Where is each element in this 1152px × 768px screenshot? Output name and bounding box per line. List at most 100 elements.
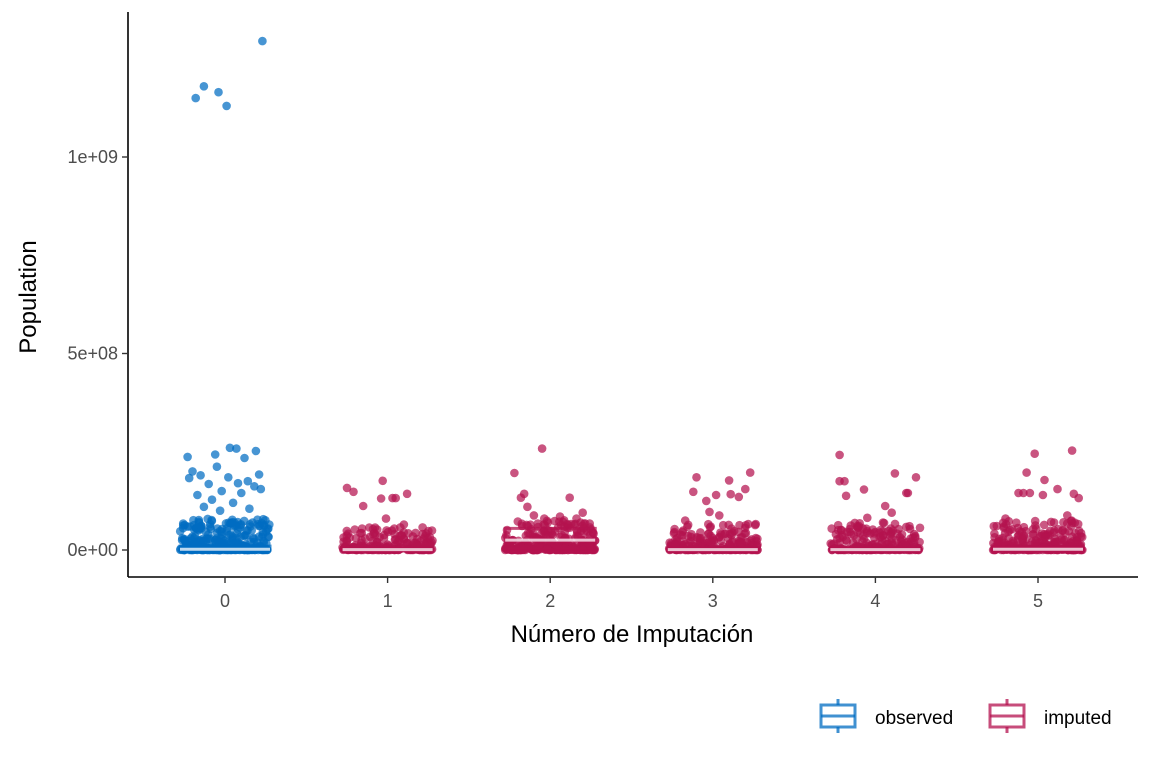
y-tick-label: 0e+00 xyxy=(67,540,118,560)
data-point xyxy=(836,525,846,535)
data-point xyxy=(827,524,836,533)
data-point xyxy=(543,518,553,527)
data-point xyxy=(183,452,192,462)
data-point xyxy=(702,496,711,506)
data-point xyxy=(1060,528,1070,537)
data-point xyxy=(258,36,267,46)
data-point xyxy=(1030,538,1040,547)
data-point xyxy=(199,502,209,512)
legend-key xyxy=(819,699,857,733)
data-point xyxy=(841,491,851,501)
data-point xyxy=(379,533,389,543)
data-point xyxy=(212,462,222,472)
data-point xyxy=(565,493,574,503)
legend-label: observed xyxy=(875,708,953,729)
data-point xyxy=(537,444,547,453)
data-point xyxy=(689,487,698,497)
data-point xyxy=(256,484,266,494)
data-point xyxy=(1019,488,1028,498)
data-point xyxy=(1039,520,1049,530)
data-point xyxy=(251,446,261,456)
data-point xyxy=(201,527,211,536)
data-point xyxy=(1074,493,1083,503)
data-point xyxy=(204,479,213,489)
data-point xyxy=(403,539,412,548)
data-point xyxy=(391,493,401,503)
data-point xyxy=(891,536,901,545)
data-point xyxy=(862,528,872,538)
data-point xyxy=(194,515,204,525)
series-group-0 xyxy=(175,36,274,555)
data-point xyxy=(210,450,220,459)
data-point xyxy=(1038,490,1048,500)
data-point xyxy=(905,521,914,531)
y-axis-title: Population xyxy=(15,240,42,353)
data-point xyxy=(692,473,701,482)
data-point xyxy=(390,529,399,539)
data-point xyxy=(1015,527,1024,536)
data-point xyxy=(404,529,413,538)
data-point xyxy=(378,476,388,486)
data-point xyxy=(579,519,589,528)
x-tick-label: 0 xyxy=(220,591,230,611)
data-point xyxy=(342,537,351,546)
data-point xyxy=(725,529,735,539)
data-point xyxy=(540,528,550,537)
data-point xyxy=(228,517,237,527)
data-point xyxy=(222,101,231,111)
data-point xyxy=(915,523,925,533)
data-point xyxy=(193,490,202,500)
data-point xyxy=(529,511,539,520)
data-point xyxy=(1022,468,1031,477)
data-point xyxy=(683,531,693,541)
x-tick-label: 3 xyxy=(708,591,718,611)
x-axis-ticks: 0 1 2 3 4 5 xyxy=(220,577,1043,611)
data-point xyxy=(214,87,223,97)
data-point xyxy=(510,468,519,478)
x-tick-label: 1 xyxy=(383,591,393,611)
data-point xyxy=(425,533,435,542)
data-point xyxy=(751,519,760,529)
data-point xyxy=(213,536,222,546)
data-point xyxy=(349,487,358,497)
x-axis-title: Número de Imputación xyxy=(511,621,754,648)
data-point xyxy=(418,523,427,532)
data-point xyxy=(523,502,532,512)
legend-label: imputed xyxy=(1044,708,1112,729)
data-point xyxy=(1053,484,1062,494)
data-point xyxy=(342,526,352,536)
data-point xyxy=(908,533,918,542)
data-point xyxy=(207,515,216,525)
data-point xyxy=(858,537,867,546)
data-point xyxy=(196,471,205,480)
series-group-2 xyxy=(500,444,600,555)
data-point xyxy=(250,482,259,491)
data-point xyxy=(880,501,890,511)
data-point xyxy=(893,529,902,538)
data-point xyxy=(859,485,869,494)
data-point xyxy=(901,539,910,548)
data-point xyxy=(735,538,744,547)
series-group-4 xyxy=(826,450,925,555)
data-point xyxy=(342,483,352,493)
data-point xyxy=(842,537,852,546)
y-tick-label: 5e+08 xyxy=(67,344,118,364)
plot-area xyxy=(175,36,1087,555)
data-point xyxy=(1001,514,1010,523)
data-point xyxy=(399,520,409,529)
legend-key xyxy=(988,699,1026,733)
data-point xyxy=(692,532,702,542)
data-point xyxy=(711,490,721,500)
data-point xyxy=(887,508,896,517)
data-point xyxy=(1025,488,1035,498)
data-point xyxy=(716,536,726,546)
data-point xyxy=(555,512,565,521)
data-point xyxy=(680,516,690,525)
data-point xyxy=(188,467,197,476)
data-point xyxy=(207,495,217,505)
data-point xyxy=(245,504,254,513)
data-point xyxy=(1050,528,1059,537)
data-point xyxy=(1040,475,1049,485)
data-point xyxy=(878,518,888,527)
data-point xyxy=(1029,530,1038,539)
